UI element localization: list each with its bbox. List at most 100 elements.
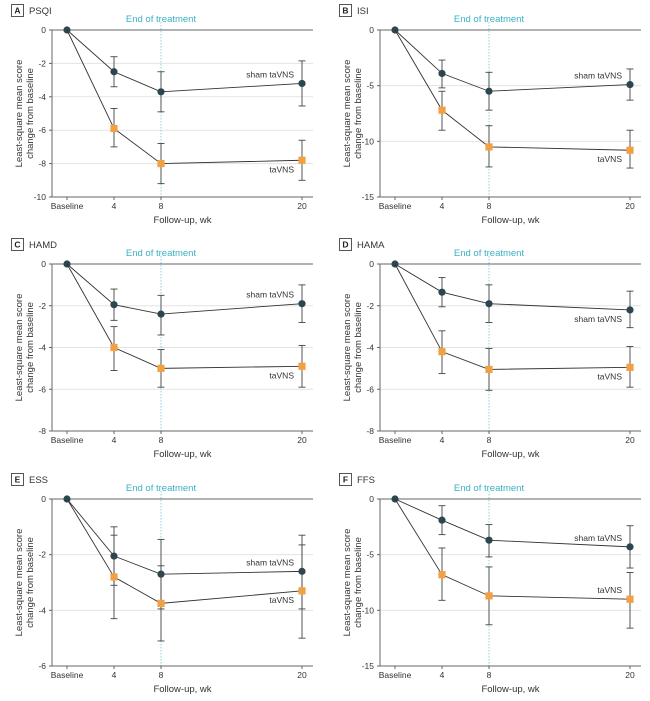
series-tavns: taVNS (394, 29, 634, 169)
y-tick-label: 0 (41, 25, 46, 35)
data-point (485, 536, 493, 544)
y-tick-label: -4 (38, 605, 46, 615)
data-point (298, 79, 306, 88)
series-label: sham taVNS (574, 71, 622, 81)
series-line (66, 498, 303, 575)
x-tick-label: 4 (440, 670, 445, 680)
y-tick-label: -6 (38, 661, 46, 671)
end-of-treatment-label: End of treatment (126, 483, 197, 494)
x-tick-label: Baseline (51, 670, 84, 680)
y-tick-label: -2 (38, 301, 46, 311)
series-line (394, 263, 631, 311)
series-sham-tavns: sham taVNS (391, 26, 634, 111)
y-tick-label: -6 (38, 384, 46, 394)
panel-letter: E (15, 475, 21, 485)
data-point (110, 68, 118, 76)
x-tick-label: 20 (625, 201, 635, 211)
chart-svg: D HAMA End of treatment 0 -2 -4 -6 -8 Baseline 4 8… (339, 238, 641, 460)
y-tick-label: -6 (38, 125, 46, 135)
panel-letter: F (343, 475, 348, 485)
x-tick-label: 20 (625, 670, 635, 680)
y-tick-label: -4 (38, 343, 46, 353)
x-tick-label: 4 (440, 201, 445, 211)
data-point (438, 516, 446, 524)
chart-panel-c: C HAMD End of treatment 0 -2 -4 -6 -8 Baseline 4 8… (0, 234, 325, 466)
x-tick-label: 4 (112, 435, 117, 445)
y-tick-label: 0 (41, 494, 46, 504)
panel-letter-box (11, 4, 24, 17)
chart-svg: C HAMD End of treatment 0 -2 -4 -6 -8 Baseline 4 8… (11, 238, 313, 460)
y-axis-title-line2: change from baseline (353, 537, 364, 628)
series-label: taVNS (597, 371, 622, 381)
series-label: taVNS (269, 595, 294, 605)
series-line (394, 498, 631, 548)
series-line (394, 263, 631, 370)
y-tick-label: -6 (366, 384, 374, 394)
series-tavns: taVNS (66, 498, 306, 642)
series-sham-tavns: sham taVNS (63, 495, 306, 610)
end-of-treatment-label: End of treatment (454, 483, 525, 494)
x-axis-title: Follow-up, wk (153, 449, 211, 460)
x-tick-label: 4 (112, 670, 117, 680)
panel-letter: C (14, 240, 20, 250)
x-tick-label: 8 (159, 201, 164, 211)
data-point (626, 543, 634, 551)
x-tick-label: 4 (112, 201, 117, 211)
y-tick-label: -10 (34, 192, 47, 202)
series-line (66, 263, 303, 315)
y-tick-label: -8 (38, 426, 46, 436)
y-tick-label: -4 (366, 343, 374, 353)
data-point (485, 87, 493, 95)
y-tick-label: -5 (366, 81, 374, 91)
data-point (438, 571, 446, 579)
chart-svg: E ESS End of treatment 0 -2 -4 -6 Baseline 4 8 20 F… (11, 473, 313, 695)
x-tick-label: 8 (487, 670, 492, 680)
y-axis-title-line1: Least-square mean score (342, 294, 353, 402)
panel-letter-box (339, 238, 352, 251)
y-tick-label: -10 (362, 136, 375, 146)
panel-title: HAMD (29, 240, 57, 251)
data-point (110, 124, 118, 133)
x-tick-label: 8 (159, 435, 164, 445)
series-label: taVNS (269, 164, 294, 174)
y-tick-label: -8 (38, 159, 46, 169)
data-point (626, 146, 634, 154)
series-label: sham taVNS (574, 314, 622, 324)
x-tick-label: Baseline (379, 670, 412, 680)
y-tick-label: -15 (362, 661, 375, 671)
y-axis-title-line2: change from baseline (25, 302, 36, 393)
x-axis-title: Follow-up, wk (153, 215, 211, 226)
series-label: taVNS (269, 370, 294, 380)
data-point (438, 69, 446, 78)
y-tick-label: -15 (362, 192, 375, 202)
panel-title: FFS (357, 475, 375, 486)
panel-title: PSQI (29, 6, 52, 17)
panel-letter: D (342, 240, 348, 250)
x-tick-label: Baseline (51, 201, 84, 211)
data-point (438, 348, 446, 356)
y-tick-label: 0 (369, 25, 374, 35)
series-label: sham taVNS (574, 533, 622, 543)
y-tick-label: -2 (38, 58, 46, 68)
panel-letter: B (342, 6, 348, 16)
series-label: sham taVNS (246, 290, 294, 300)
series-tavns: taVNS (66, 29, 306, 185)
y-tick-label: -4 (38, 92, 46, 102)
series-line (66, 29, 303, 165)
data-point (626, 80, 634, 89)
series-line (394, 29, 631, 92)
y-axis-title-line2: change from baseline (353, 68, 364, 159)
y-tick-label: -2 (366, 301, 374, 311)
data-point (157, 88, 165, 96)
data-point (438, 106, 446, 114)
data-point (157, 599, 165, 607)
series-line (66, 29, 303, 93)
data-point (110, 343, 118, 352)
chart-panel-b: B ISI End of treatment 0 -5 -10 -15 Baseline 4 8 2… (328, 0, 650, 232)
data-point (485, 365, 493, 374)
series-label: taVNS (597, 585, 622, 595)
series-tavns: taVNS (394, 498, 634, 629)
x-tick-label: Baseline (379, 435, 412, 445)
chart-svg: A PSQI End of treatment 0 -2 -4 -6 -8 -10 Baselin… (11, 4, 313, 226)
end-of-treatment-label: End of treatment (454, 248, 525, 259)
